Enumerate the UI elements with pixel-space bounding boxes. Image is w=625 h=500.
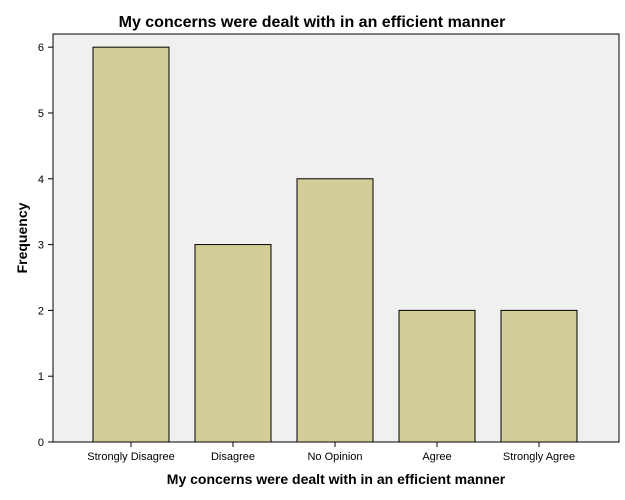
x-axis-ticks: Strongly Disagree Disagree No Opinion Agree…: [87, 442, 575, 463]
x-axis-label: My concerns were dealt with in an effici…: [167, 471, 506, 487]
x-tick-label: Disagree: [211, 451, 255, 463]
bars: [92, 46, 578, 443]
y-tick-label: 1: [38, 371, 44, 383]
y-axis-label: Frequency: [14, 202, 30, 273]
y-tick-label: 6: [38, 42, 44, 54]
x-tick-label: Agree: [422, 451, 451, 463]
chart-title: My concerns were dealt with in an effici…: [119, 14, 506, 31]
y-axis-ticks: 0 1 2 3 4 5 6: [38, 42, 53, 449]
y-tick-label: 0: [38, 437, 44, 449]
x-tick-label: Strongly Agree: [503, 451, 575, 463]
y-tick-label: 3: [38, 240, 44, 252]
bar: [500, 309, 578, 443]
x-tick-label: No Opinion: [307, 451, 362, 463]
y-tick-label: 2: [38, 305, 44, 317]
bar: [194, 244, 272, 443]
x-tick-label: Strongly Disagree: [87, 451, 174, 463]
y-tick-label: 4: [38, 174, 44, 186]
bar: [296, 178, 374, 443]
bar: [92, 46, 170, 443]
y-tick-label: 5: [38, 108, 44, 120]
bar: [398, 309, 476, 443]
